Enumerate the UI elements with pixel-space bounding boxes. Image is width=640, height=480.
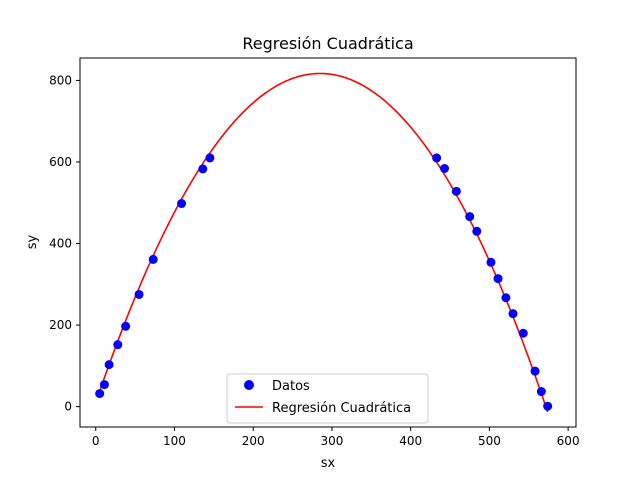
data-point xyxy=(121,321,131,331)
legend-label-datos: Datos xyxy=(272,379,310,394)
y-tick-label: 800 xyxy=(49,73,72,87)
data-point xyxy=(104,360,114,370)
data-point xyxy=(113,340,123,350)
x-tick-label: 400 xyxy=(399,434,422,448)
data-point xyxy=(508,309,518,319)
legend-label-regresion: Regresión Cuadrática xyxy=(272,401,411,416)
data-point xyxy=(440,164,450,173)
x-tick-label: 100 xyxy=(163,434,186,448)
x-tick-label: 200 xyxy=(242,434,265,448)
x-tick-label: 0 xyxy=(92,434,100,448)
data-point xyxy=(530,366,540,376)
data-point xyxy=(177,199,187,209)
data-point xyxy=(518,328,528,338)
x-axis-label: sx xyxy=(321,456,336,471)
x-tick-label: 600 xyxy=(557,434,580,448)
y-axis-ticks: 0 200 400 600 800 xyxy=(49,73,80,414)
legend-marker-datos xyxy=(244,380,254,390)
data-point xyxy=(205,153,215,163)
x-tick-label: 500 xyxy=(478,434,501,448)
data-point xyxy=(99,380,109,390)
y-tick-label: 600 xyxy=(49,155,72,169)
data-point xyxy=(501,293,511,303)
y-tick-label: 0 xyxy=(64,400,72,414)
data-point xyxy=(451,186,461,196)
data-point xyxy=(536,387,546,397)
data-point xyxy=(432,153,442,163)
data-point xyxy=(134,289,144,299)
legend-box xyxy=(226,373,429,424)
x-axis-ticks: 0 100 200 300 400 500 600 xyxy=(92,427,580,448)
data-point xyxy=(465,212,475,222)
y-axis-label: sy xyxy=(25,234,40,249)
data-point xyxy=(486,257,496,267)
data-point xyxy=(148,254,158,264)
plot-area xyxy=(95,72,553,413)
chart-title: Regresión Cuadrática xyxy=(242,34,413,53)
x-tick-label: 300 xyxy=(320,434,343,448)
data-point xyxy=(493,274,503,284)
y-tick-label: 400 xyxy=(49,237,72,251)
regression-curve xyxy=(98,72,549,413)
data-point xyxy=(95,389,105,399)
data-point xyxy=(472,226,482,236)
data-point xyxy=(543,401,553,411)
y-tick-label: 200 xyxy=(49,318,72,332)
legend: Datos Regresión Cuadrática xyxy=(226,373,429,424)
data-point xyxy=(198,164,208,174)
axes-frame xyxy=(79,57,577,428)
